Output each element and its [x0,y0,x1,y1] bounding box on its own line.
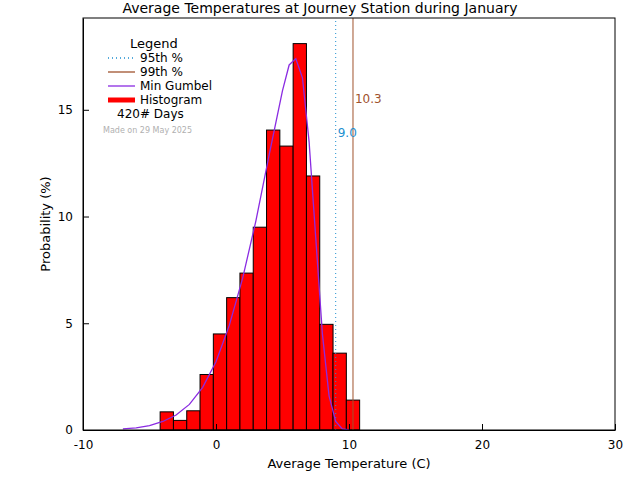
x-axis: -10 0 10 20 30 [74,424,623,452]
histogram-bar [227,298,240,430]
percentile-line [352,18,353,430]
y-tick-mark [83,430,89,431]
gumbel-line [123,59,349,430]
title: Average Temperatures at Journey Station … [122,0,517,16]
x-tick-mark [216,424,217,430]
x-tick: 0 [213,424,221,452]
legend-label: 99th % [140,65,183,79]
legend-label: Min Gumbel [140,79,212,93]
histogram-bar [267,130,280,430]
x-tick-label: 30 [608,438,623,452]
histogram-bar [187,411,200,430]
y-tick-label: 10 [58,210,73,224]
x-tick-mark [615,424,616,430]
histogram-bar [253,227,266,430]
days-count: 420 [117,107,140,121]
histogram-bar [213,334,226,430]
legend-title: Legend [130,36,178,51]
plot-frame [83,18,615,430]
legend-label: 95th % [140,51,183,65]
x-tick-label: 20 [475,438,490,452]
x-tick-mark [482,424,483,430]
histogram-bar [160,412,173,430]
y-axis-title: Probability (%) [38,176,53,271]
histogram-bar [306,176,319,430]
x-tick-label: -10 [74,438,94,452]
percentile-label: 10.3 [355,92,382,106]
y-axis-line [83,19,84,431]
x-tick: 20 [475,424,490,452]
y-tick-label: 15 [58,103,73,117]
x-tick: 30 [608,424,623,452]
histogram-bar [173,420,186,430]
histogram-bar [240,273,253,430]
legend-symbol [108,98,135,103]
y-tick-mark [83,323,89,324]
histogram-bar [200,374,213,430]
percentile-label: 9.0 [338,126,357,140]
legend-symbol [108,85,135,86]
y-tick: 0 [65,423,89,437]
x-tick-label: 0 [213,438,221,452]
legend-label: Histogram [140,93,202,107]
y-tick: 15 [58,103,89,117]
y-tick-label: 5 [65,317,73,331]
legend-symbol [108,71,135,72]
y-tick: 10 [58,210,89,224]
y-tick-mark [83,217,89,218]
x-axis-title: Average Temperature (C) [267,456,430,471]
x-tick-label: 10 [342,438,357,452]
y-tick: 5 [65,317,89,331]
plot-area [123,18,360,430]
y-tick-mark [83,110,89,111]
legend-symbol [108,57,135,58]
percentile-line [335,18,336,430]
chart: Average Temperatures at Journey Station … [0,0,640,480]
x-tick-mark [349,424,350,430]
legend: Legend95th %99th %Min GumbelHistogram420… [103,36,212,135]
y-axis: 0 5 10 15 [58,19,89,438]
days-label: # Days [140,107,184,121]
x-axis-line [84,430,616,431]
histogram-bar [280,146,293,430]
y-tick-label: 0 [65,423,73,437]
footnote: Made on 29 May 2025 [103,126,192,135]
x-tick: 10 [342,424,357,452]
